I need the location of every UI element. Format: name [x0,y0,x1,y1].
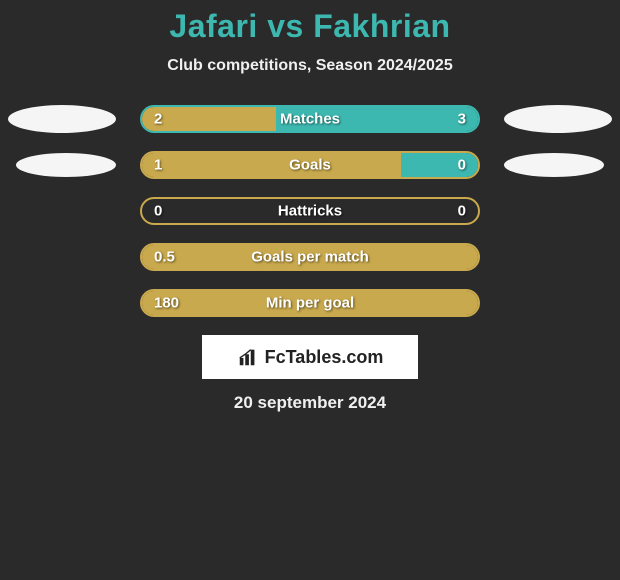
stat-row-hattricks: 0 Hattricks 0 [0,197,620,225]
spacer [8,289,116,317]
stat-label: Goals per match [251,249,369,266]
spacer [504,197,612,225]
stat-row-goals_per_match: 0.5 Goals per match [0,243,620,271]
subtitle: Club competitions, Season 2024/2025 [0,57,620,75]
stat-bar-matches: 2 Matches 3 [140,105,480,133]
bar-right-fill [401,153,478,177]
player-left-ellipse [16,153,116,177]
player-right-ellipse [504,153,604,177]
stat-right-value: 0 [458,203,466,220]
date-text: 20 september 2024 [0,393,620,413]
stat-rows: 2 Matches 3 1 Goals 0 0 Hattricks 0 0.5 Goals per … [0,105,620,317]
stat-row-matches: 2 Matches 3 [0,105,620,133]
comparison-card: Jafari vs Fakhrian Club competitions, Se… [0,0,620,413]
stat-left-value: 180 [154,295,179,312]
bar-left-fill [142,153,401,177]
stat-left-value: 1 [154,157,162,174]
stat-bar-goals: 1 Goals 0 [140,151,480,179]
stat-row-min_per_goal: 180 Min per goal [0,289,620,317]
logo-box[interactable]: FcTables.com [202,335,418,379]
spacer [8,197,116,225]
stat-right-value: 3 [458,111,466,128]
player-right-ellipse [504,105,612,133]
bar-chart-icon [237,346,259,368]
stat-bar-min_per_goal: 180 Min per goal [140,289,480,317]
spacer [504,243,612,271]
stat-label: Hattricks [278,203,342,220]
stat-label: Matches [280,111,340,128]
spacer [504,289,612,317]
stat-left-value: 2 [154,111,162,128]
stat-row-goals: 1 Goals 0 [0,151,620,179]
stat-left-value: 0.5 [154,249,175,266]
stat-label: Goals [289,157,331,174]
logo-text: FcTables.com [265,347,384,368]
stat-left-value: 0 [154,203,162,220]
stat-label: Min per goal [266,295,354,312]
page-title: Jafari vs Fakhrian [0,8,620,45]
stat-bar-hattricks: 0 Hattricks 0 [140,197,480,225]
stat-bar-goals_per_match: 0.5 Goals per match [140,243,480,271]
spacer [8,243,116,271]
stat-right-value: 0 [458,157,466,174]
player-left-ellipse [8,105,116,133]
